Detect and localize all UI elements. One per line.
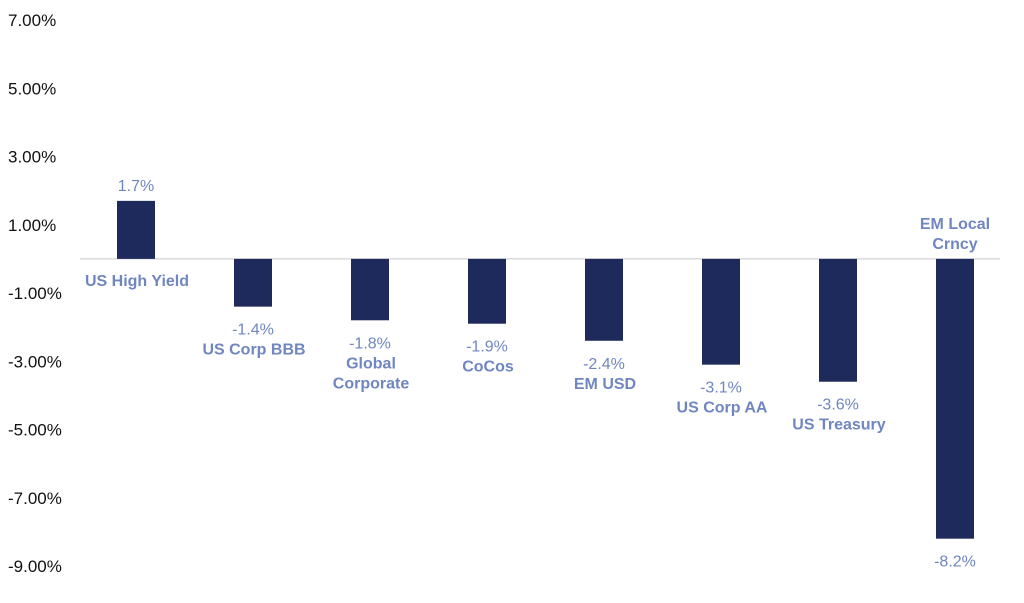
y-tick-label: -9.00% — [8, 557, 62, 576]
y-axis-ticks: 7.00% 5.00% 3.00% 1.00% -1.00% -3.00% -5.00% -7… — [8, 11, 62, 576]
category-label: Corporate — [333, 375, 410, 392]
y-tick-label: -5.00% — [8, 421, 62, 440]
y-tick-label: 7.00% — [8, 11, 56, 30]
y-tick-label: 5.00% — [8, 79, 56, 98]
bar — [819, 258, 857, 382]
y-tick-label: -3.00% — [8, 352, 62, 371]
bar — [351, 258, 389, 321]
category-label: EM Local — [920, 216, 990, 233]
y-tick-label: 1.00% — [8, 216, 56, 235]
bar — [585, 258, 623, 341]
value-label: 1.7% — [118, 178, 154, 195]
category-label: US Corp BBB — [202, 342, 305, 359]
category-label: Global — [346, 355, 396, 372]
value-label: -1.8% — [349, 335, 391, 352]
category-label: Crncy — [932, 236, 977, 253]
value-label: -8.2% — [934, 554, 976, 571]
category-label: CoCos — [462, 359, 514, 376]
bar — [234, 258, 272, 307]
bars — [117, 200, 974, 539]
y-tick-label: -1.00% — [8, 284, 62, 303]
bar — [702, 258, 740, 365]
value-label: -3.6% — [817, 397, 859, 414]
bar — [936, 258, 974, 539]
value-labels: 1.7% -1.4% -1.8% -1.9% -2.4% -3.1% -3.6% -8.2% — [118, 178, 976, 571]
y-tick-label: 3.00% — [8, 148, 56, 167]
category-labels: US High Yield US Corp BBB Global Corporate C… — [85, 216, 990, 434]
bar — [117, 200, 155, 259]
value-label: -1.9% — [466, 339, 508, 356]
value-label: -3.1% — [700, 380, 742, 397]
category-label: US Treasury — [792, 417, 885, 434]
category-label: US High Yield — [85, 273, 189, 290]
y-tick-label: -7.00% — [8, 489, 62, 508]
category-label: US Corp AA — [677, 400, 768, 417]
bar — [468, 258, 506, 324]
category-label: EM USD — [574, 376, 636, 393]
value-label: -1.4% — [232, 322, 274, 339]
value-label: -2.4% — [583, 356, 625, 373]
